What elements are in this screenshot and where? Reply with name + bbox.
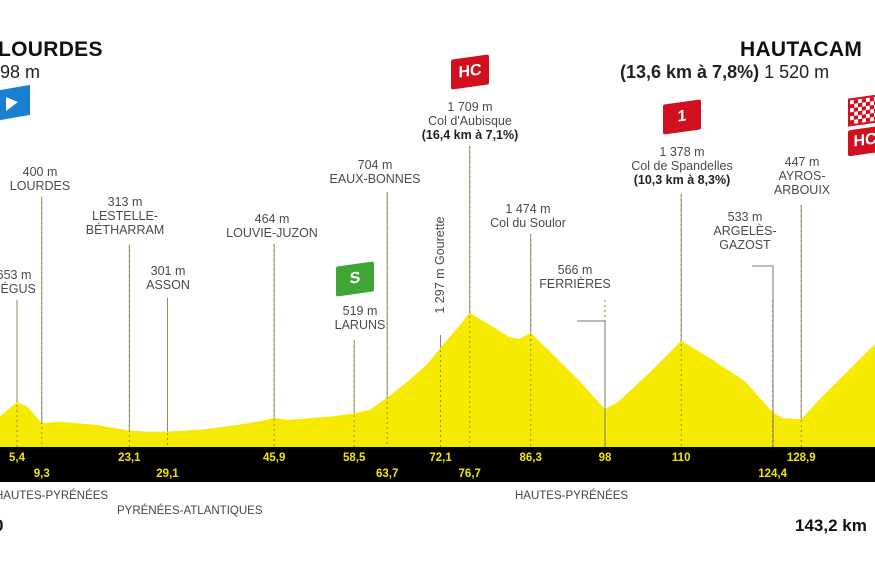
tick-label: 124,4 bbox=[758, 468, 788, 480]
finish-climb: (13,6 km à 7,8%) bbox=[620, 62, 760, 82]
distance-band bbox=[0, 447, 875, 482]
elevation-area bbox=[0, 312, 875, 447]
waypoint-soulor: 1 474 m Col du Soulor bbox=[490, 202, 566, 230]
waypoint-eaux-bonnes: 704 m EAUX-BONNES bbox=[329, 158, 421, 186]
waypoint-aubisque: 1 709 m Col d'Aubisque (16,4 km à 7,1%) bbox=[421, 100, 519, 142]
tick-label: 128,9 bbox=[786, 452, 816, 464]
waypoint-spandelles: 1 378 m Col de Spandelles (10,3 km à 8,3%) bbox=[631, 145, 733, 187]
waypoint-argeles-gazost: 533 m ARGELÈS- GAZOST bbox=[713, 210, 777, 252]
waypoint-lines-on-profile bbox=[16, 146, 802, 447]
waypoint-lestelle: 313 m LESTELLE- BÉTHARRAM bbox=[85, 195, 165, 237]
waypoint-segus: 653 mSÉGUS bbox=[0, 268, 36, 296]
waypoint-lourdes: 400 m LOURDES bbox=[9, 165, 71, 193]
finish-info: (13,6 km à 7,8%) 1 520 m bbox=[620, 62, 829, 83]
waypoint-laruns: 519 m LARUNS bbox=[334, 304, 386, 332]
tick-label: 23,1 bbox=[118, 452, 141, 464]
tick-label: 72,1 bbox=[429, 452, 452, 464]
tick-label: 5,4 bbox=[8, 452, 25, 464]
start-name: LOURDES bbox=[0, 38, 103, 61]
region-hautes-pyrenees-1: HAUTES-PYRÉNÉES bbox=[0, 490, 109, 502]
tick-label: 98 bbox=[598, 452, 612, 464]
tick-label: 110 bbox=[671, 452, 691, 464]
tick-label: 45,9 bbox=[262, 452, 286, 464]
tick-label: 58,5 bbox=[342, 452, 366, 464]
finish-flag-icon bbox=[848, 93, 875, 127]
start-altitude: 398 m bbox=[0, 62, 41, 82]
waypoint-ayros-arbouix: 447 m AYROS- ARBOUIX bbox=[773, 155, 831, 197]
tick-label: 29,1 bbox=[156, 468, 179, 480]
cat1-badge: 1 bbox=[663, 99, 701, 135]
waypoint-gourette: 1 297 m Gourette bbox=[433, 216, 447, 314]
finish-name: HAUTACAM bbox=[740, 38, 863, 61]
tick-label: 86,3 bbox=[519, 452, 542, 464]
waypoint-louvie-juzon: 464 m LOUVIE-JUZON bbox=[226, 212, 318, 240]
region-pyrenees-atlantiques: PYRÉNÉES-ATLANTIQUES bbox=[117, 505, 263, 517]
waypoint-ferrieres: 566 m FERRIÈRES bbox=[539, 263, 611, 291]
region-hautes-pyrenees-2: HAUTES-PYRÉNÉES bbox=[515, 490, 629, 502]
distance-total: 143,2 km bbox=[795, 516, 867, 535]
tick-label: 76,7 bbox=[458, 468, 481, 480]
tick-label: 63,7 bbox=[375, 468, 399, 480]
sprint-badge: S bbox=[336, 261, 374, 297]
finish-hc-badge: HC bbox=[848, 125, 875, 157]
finish-altitude: 1 520 m bbox=[764, 62, 830, 82]
ferrieres-leader bbox=[577, 320, 606, 447]
argeles-leader bbox=[752, 265, 774, 447]
waypoint-asson: 301 m ASSON bbox=[146, 264, 190, 292]
hc-badge: HC bbox=[451, 54, 489, 90]
distance-start: 0 bbox=[0, 516, 3, 536]
tick-label: 9,3 bbox=[33, 468, 50, 480]
